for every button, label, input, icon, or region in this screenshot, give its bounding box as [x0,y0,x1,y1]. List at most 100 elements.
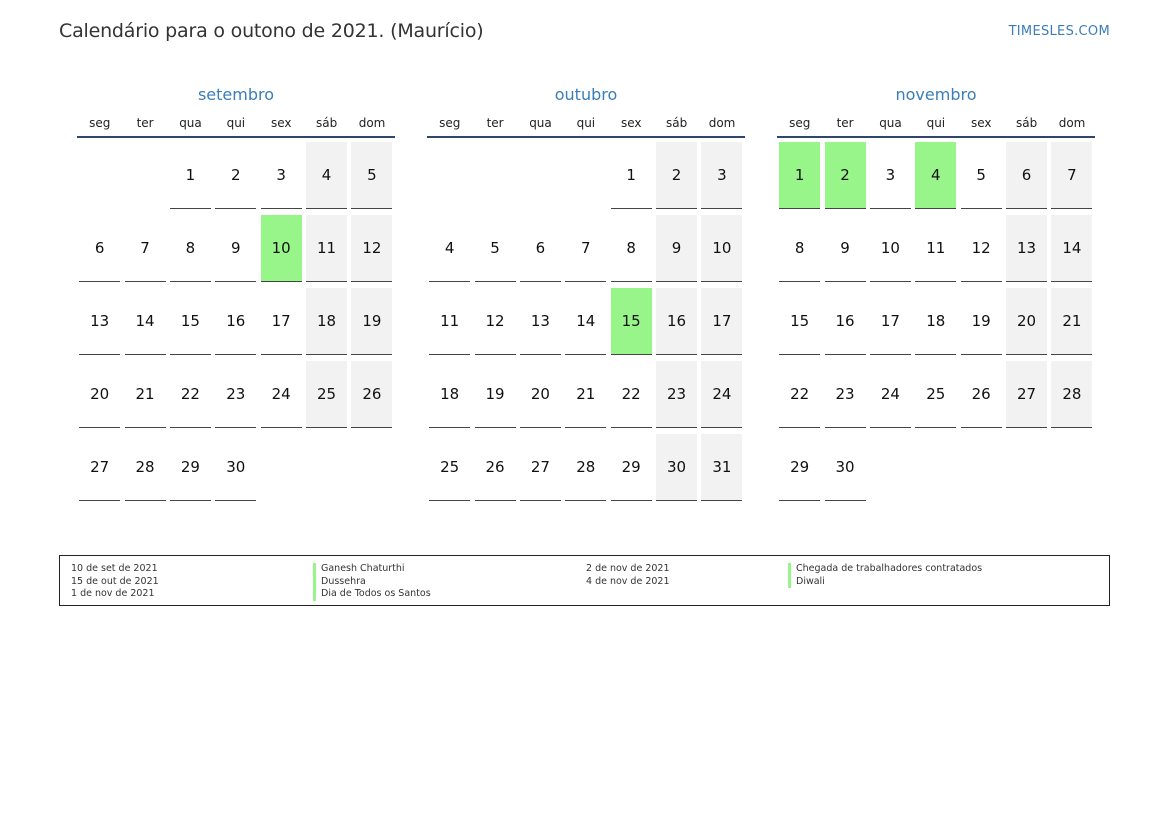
holiday-day-cell: 4 [915,142,957,209]
day-cell: 5 [351,142,393,209]
day-cell: 3 [260,142,302,209]
weekday-label: qui [576,116,596,130]
day-cell: 29 [169,434,211,501]
week-row: 11 12 13 14 15 16 17 [427,288,745,361]
weekday-header: seg ter qua qui sex sáb dom [77,116,395,138]
day-cell: 23 [824,361,866,428]
day-cell: 20 [519,361,561,428]
month-name: novembro [895,85,977,104]
week-row: 29 30 [777,434,1095,507]
day-cell: 27 [79,434,121,501]
day-cell: 12 [474,288,516,355]
day-cell: 12 [960,215,1002,282]
day-cell: 14 [1051,215,1093,282]
day-cell: 10 [869,215,911,282]
weekday-label: seg [439,116,461,130]
week-row: 27 28 29 30 [77,434,395,507]
empty-day-cell [520,142,561,209]
weekday-label: qua [879,116,902,130]
month-name: outubro [554,85,618,104]
day-cell: 23 [215,361,257,428]
day-cell: 7 [1051,142,1093,209]
holiday-day-cell: 1 [779,142,821,209]
brand-link[interactable]: TIMESLES.COM [1008,24,1110,39]
day-grid: 1 2 3 4 5 6 7 8 9 10 11 12 13 14 15 16 17 18 19 20 21 22 23 24 2… [427,142,745,507]
empty-day-cell [79,142,120,209]
holiday-day-cell: 15 [610,288,652,355]
day-cell: 25 [915,361,957,428]
day-cell: 9 [824,215,866,282]
day-cell: 17 [260,288,302,355]
legend-holiday-name: Chegada de trabalhadores contratados [788,563,982,576]
legend-date: 15 de out de 2021 [71,575,159,587]
week-row: 25 26 27 28 29 30 31 [427,434,745,507]
legend-date: 2 de nov de 2021 [586,563,670,574]
weekday-label: sáb [666,116,688,130]
empty-day-cell [125,142,166,209]
day-cell: 25 [306,361,348,428]
empty-day-cell [1006,434,1047,501]
weekday-label: seg [789,116,811,130]
empty-day-cell [306,434,347,501]
legend-holiday-name: Ganesh Chaturthi [313,563,431,576]
legend-date: 10 de set de 2021 [71,563,158,574]
day-cell: 9 [215,215,257,282]
empty-day-cell [429,142,470,209]
weekday-label: qua [529,116,552,130]
day-cell: 11 [429,288,471,355]
day-cell: 13 [519,288,561,355]
empty-day-cell [475,142,516,209]
day-cell: 21 [565,361,607,428]
day-cell: 17 [701,288,743,355]
day-cell: 1 [610,142,652,209]
day-cell: 1 [169,142,211,209]
day-cell: 3 [701,142,743,209]
month-name: setembro [197,85,275,104]
day-cell: 11 [915,215,957,282]
week-row: 8 9 10 11 12 13 14 [777,215,1095,288]
month-0: setembro seg ter qua qui sex sáb dom 1 2 3 4 5 6 7 8 9 10… [77,84,395,507]
weekday-label: ter [136,116,154,130]
day-cell: 30 [824,434,866,501]
day-cell: 21 [1051,288,1093,355]
day-cell: 13 [79,288,121,355]
day-grid: 1 2 3 4 5 6 7 8 9 10 11 12 13 14 15 16 17 18 19 20 21 22 23 24 2… [77,142,395,507]
day-cell: 7 [565,215,607,282]
day-cell: 24 [869,361,911,428]
day-cell: 7 [124,215,166,282]
day-cell: 4 [306,142,348,209]
day-cell: 20 [1006,288,1048,355]
legend-names-right: Chegada de trabalhadores contratados Diw… [788,563,982,588]
day-cell: 16 [215,288,257,355]
weekday-label: qua [179,116,202,130]
weekday-label: sáb [316,116,338,130]
day-cell: 22 [610,361,652,428]
holiday-legend: 10 de set de 2021 15 de out de 2021 1 de… [59,555,1110,606]
day-cell: 24 [701,361,743,428]
day-cell: 8 [779,215,821,282]
weekday-label: sex [620,116,642,130]
week-row: 4 5 6 7 8 9 10 [427,215,745,288]
holiday-day-cell: 2 [824,142,866,209]
day-cell: 4 [429,215,471,282]
legend-holiday-name: Diwali [788,575,982,588]
week-row: 18 19 20 21 22 23 24 [427,361,745,434]
day-cell: 14 [124,288,166,355]
day-cell: 26 [351,361,393,428]
day-cell: 28 [565,434,607,501]
empty-day-cell [261,434,302,501]
day-cell: 19 [474,361,516,428]
day-grid: 1 2 3 4 5 6 7 8 9 10 11 12 13 14 15 16 17 18 19 20 21 22 23 24 2… [777,142,1095,507]
day-cell: 14 [565,288,607,355]
page-title: Calendário para o outono de 2021. (Maurí… [59,20,484,42]
day-cell: 16 [824,288,866,355]
day-cell: 29 [779,434,821,501]
day-cell: 13 [1006,215,1048,282]
empty-day-cell [351,434,392,501]
month-2: novembro seg ter qua qui sex sáb dom 1 2 3 4 5 6 7 8 9 10… [777,84,1095,507]
day-cell: 11 [306,215,348,282]
week-row: 6 7 8 9 10 11 12 [77,215,395,288]
legend-dates-right: 2 de nov de 2021 4 de nov de 2021 [586,563,670,588]
